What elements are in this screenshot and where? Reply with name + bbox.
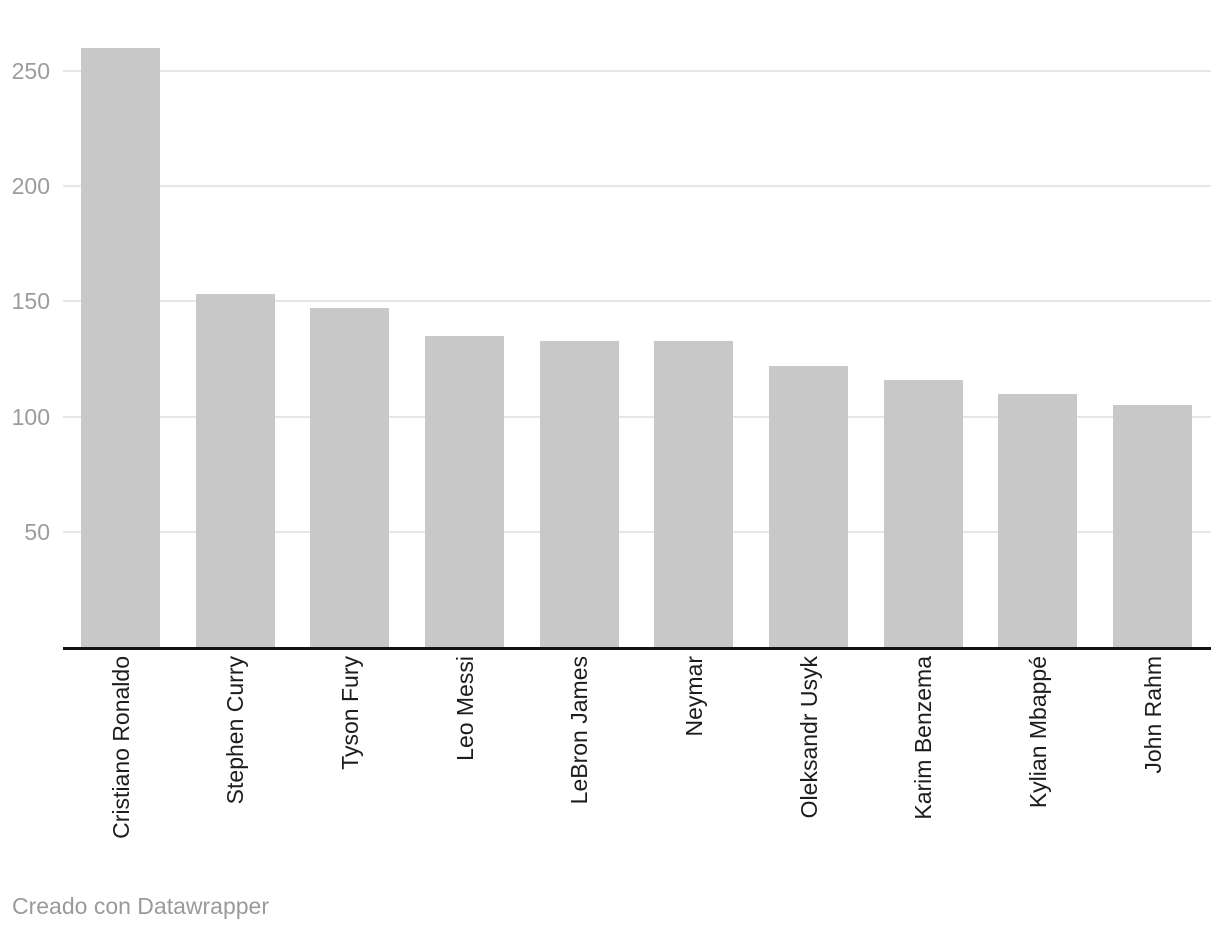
bar[interactable] bbox=[654, 341, 734, 647]
plot-area bbox=[63, 0, 1211, 647]
gridline bbox=[63, 415, 1211, 418]
y-axis-tick-label: 200 bbox=[11, 173, 50, 200]
y-axis-tick-label: 250 bbox=[11, 58, 50, 84]
bar[interactable] bbox=[998, 394, 1078, 647]
bar[interactable] bbox=[883, 380, 963, 647]
bar[interactable] bbox=[539, 341, 619, 647]
bar[interactable] bbox=[425, 336, 504, 647]
bar[interactable] bbox=[310, 308, 390, 647]
y-axis-tick-label: 50 bbox=[24, 518, 50, 545]
gridline bbox=[63, 70, 1211, 72]
attribution-text: Creado con Datawrapper bbox=[12, 893, 269, 919]
bar[interactable] bbox=[1113, 405, 1193, 647]
gridline bbox=[63, 530, 1211, 533]
y-axis-tick-label: 150 bbox=[11, 288, 50, 315]
bar[interactable] bbox=[769, 366, 849, 647]
bar[interactable] bbox=[81, 48, 160, 647]
y-axis-tick-label: 100 bbox=[11, 403, 50, 430]
bar[interactable] bbox=[195, 294, 275, 647]
x-axis-line bbox=[63, 647, 1211, 650]
gridline bbox=[63, 300, 1211, 303]
gridline bbox=[63, 185, 1211, 188]
